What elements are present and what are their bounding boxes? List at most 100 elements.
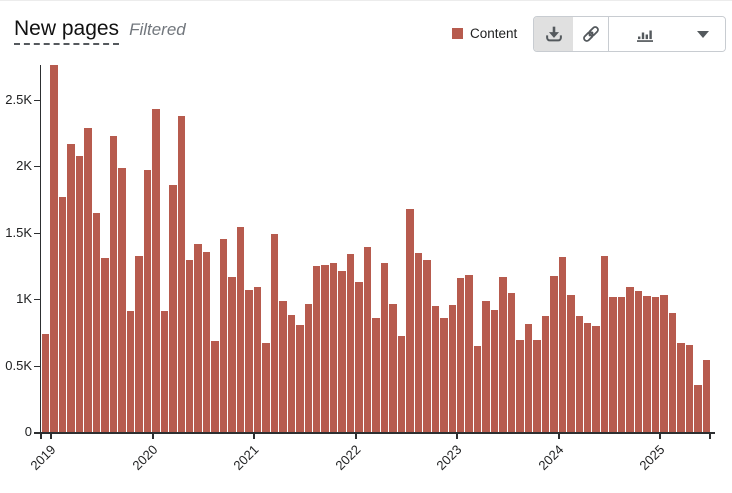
bar-month-57[interactable] xyxy=(524,324,533,432)
bar-month-50[interactable] xyxy=(465,275,473,432)
x-tick-2024 xyxy=(558,434,560,439)
bar-month-6[interactable] xyxy=(92,213,101,432)
bar-month-32[interactable] xyxy=(313,266,321,432)
bar-month-52[interactable] xyxy=(482,301,490,432)
bar-month-3[interactable] xyxy=(67,144,75,432)
bar-month-9[interactable] xyxy=(118,168,126,432)
bar-month-36[interactable] xyxy=(346,254,355,432)
x-axis-label-2019: 2019 xyxy=(27,441,59,473)
y-axis-label-1.5K: 1.5K xyxy=(5,225,32,240)
bar-month-28[interactable] xyxy=(279,301,287,432)
bar-month-17[interactable] xyxy=(185,260,194,432)
bar-month-68[interactable] xyxy=(617,297,626,432)
y-axis-label-2K: 2K xyxy=(16,158,32,173)
bar-month-76[interactable] xyxy=(685,345,694,432)
bar-month-53[interactable] xyxy=(490,310,499,432)
bar-month-1[interactable] xyxy=(50,65,58,432)
bar-month-12[interactable] xyxy=(143,170,152,432)
bar-month-40[interactable] xyxy=(380,263,389,432)
bar-month-2[interactable] xyxy=(58,197,67,432)
bar-month-70[interactable] xyxy=(634,291,643,432)
bar-month-63[interactable] xyxy=(575,316,583,432)
bar-month-14[interactable] xyxy=(160,311,169,432)
bar-month-31[interactable] xyxy=(304,304,312,432)
bar-month-34[interactable] xyxy=(329,263,338,432)
download-icon xyxy=(543,23,565,45)
bar-month-35[interactable] xyxy=(338,271,346,432)
download-button[interactable] xyxy=(534,17,573,51)
bar-month-26[interactable] xyxy=(262,343,270,432)
y-axis-label-2.5K: 2.5K xyxy=(5,92,32,107)
chart-type-button[interactable] xyxy=(608,17,681,51)
bar-month-15[interactable] xyxy=(169,185,177,432)
bar-month-38[interactable] xyxy=(363,247,372,432)
bar-month-7[interactable] xyxy=(101,258,109,432)
bar-month-51[interactable] xyxy=(473,346,482,432)
bar-month-25[interactable] xyxy=(253,287,262,432)
page-title[interactable]: New pages xyxy=(14,17,120,45)
bar-month-42[interactable] xyxy=(397,336,406,432)
y-axis-label-0: 0 xyxy=(24,424,32,439)
bar-month-39[interactable] xyxy=(372,318,380,432)
bar-month-23[interactable] xyxy=(236,227,245,432)
bar-month-29[interactable] xyxy=(287,315,296,432)
bar-month-16[interactable] xyxy=(177,116,185,432)
bar-month-72[interactable] xyxy=(651,297,660,432)
bar-month-11[interactable] xyxy=(135,256,143,432)
bar-month-56[interactable] xyxy=(516,340,524,432)
bar-month-45[interactable] xyxy=(423,260,431,432)
bar-month-71[interactable] xyxy=(643,296,651,432)
bar-month-49[interactable] xyxy=(456,278,465,432)
title-wrap: New pages Filtered xyxy=(14,17,186,45)
x-tick-2021 xyxy=(253,434,255,439)
bar-month-66[interactable] xyxy=(600,256,609,432)
bar-month-22[interactable] xyxy=(228,277,236,432)
x-axis-line xyxy=(34,432,715,434)
bar-month-55[interactable] xyxy=(507,293,516,432)
bar-month-78[interactable] xyxy=(702,360,711,432)
bar-month-75[interactable] xyxy=(677,343,685,432)
bar-month-43[interactable] xyxy=(406,209,414,432)
bar-month-64[interactable] xyxy=(584,323,592,432)
bar-month-13[interactable] xyxy=(152,109,160,432)
bar-month-59[interactable] xyxy=(541,316,550,432)
bar-month-46[interactable] xyxy=(431,306,440,432)
chart-type-dropdown-button[interactable] xyxy=(681,17,725,51)
bar-month-65[interactable] xyxy=(592,326,600,432)
bar-month-18[interactable] xyxy=(194,244,202,432)
bar-month-44[interactable] xyxy=(414,253,423,432)
y-tick-1.5K xyxy=(34,233,40,234)
bar-month-61[interactable] xyxy=(558,257,567,432)
bar-month-33[interactable] xyxy=(321,265,329,432)
y-tick-0.5K xyxy=(34,366,40,367)
bar-month-69[interactable] xyxy=(626,287,634,432)
bar-month-24[interactable] xyxy=(245,290,253,432)
x-tick-2022 xyxy=(355,434,357,439)
bar-month-21[interactable] xyxy=(219,239,228,432)
legend: Content xyxy=(452,26,517,41)
bar-month-8[interactable] xyxy=(109,136,118,432)
bar-month-77[interactable] xyxy=(694,385,702,432)
permalink-button[interactable] xyxy=(573,17,608,51)
bar-month-48[interactable] xyxy=(448,305,456,432)
filtered-badge: Filtered xyxy=(129,20,186,39)
bar-month-54[interactable] xyxy=(499,277,507,432)
bar-month-4[interactable] xyxy=(75,156,84,432)
bar-month-60[interactable] xyxy=(550,276,558,432)
bar-month-0[interactable] xyxy=(42,334,50,432)
bar-month-27[interactable] xyxy=(270,234,279,432)
bar-month-58[interactable] xyxy=(533,340,541,432)
bar-month-5[interactable] xyxy=(84,128,92,432)
bar-month-73[interactable] xyxy=(660,295,668,432)
chevron-down-icon xyxy=(697,30,709,38)
bar-month-30[interactable] xyxy=(296,325,304,432)
bar-month-47[interactable] xyxy=(440,318,448,432)
bar-month-10[interactable] xyxy=(126,311,135,432)
bar-month-37[interactable] xyxy=(355,282,363,432)
bar-month-67[interactable] xyxy=(609,297,617,432)
bar-month-19[interactable] xyxy=(202,252,211,432)
bar-month-41[interactable] xyxy=(389,304,397,432)
bar-month-74[interactable] xyxy=(668,313,677,432)
bar-month-62[interactable] xyxy=(567,295,575,432)
bar-month-20[interactable] xyxy=(211,341,219,432)
